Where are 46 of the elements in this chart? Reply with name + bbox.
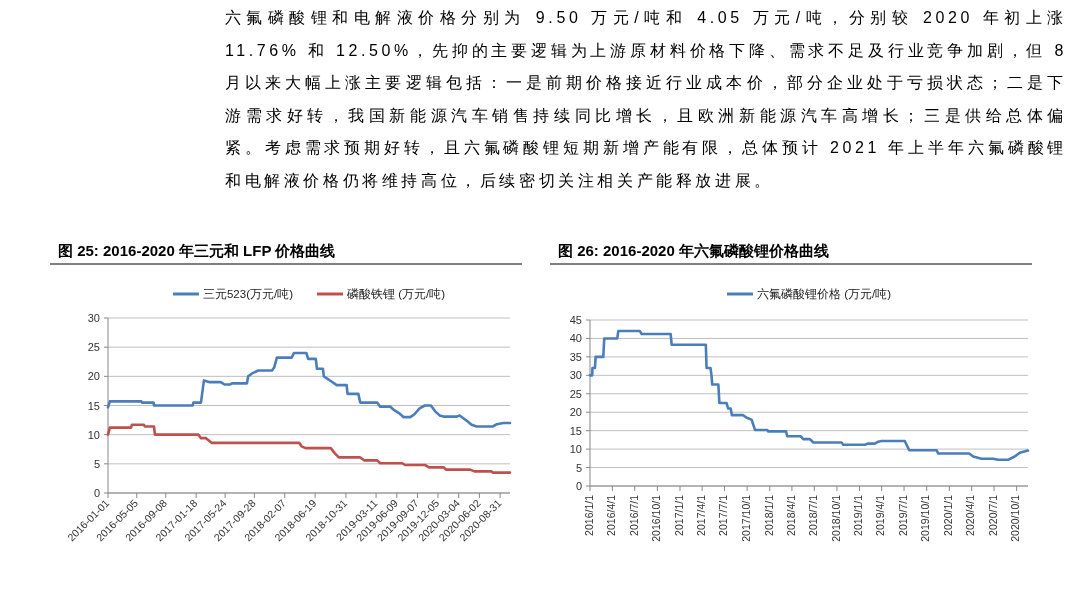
y-tick-label: 5 xyxy=(575,461,582,474)
line-series xyxy=(588,329,1030,462)
y-tick-label: 40 xyxy=(569,332,582,345)
x-tick-label: 2018/1/1 xyxy=(762,494,775,536)
legend-label: 磷酸铁锂 (万元/吨) xyxy=(345,288,446,300)
x-tick-label: 2020/10/1 xyxy=(1009,494,1022,542)
x-tick-label: 2020/7/1 xyxy=(986,494,999,536)
y-tick-label: 35 xyxy=(569,350,582,363)
x-tick-label: 2019/4/1 xyxy=(874,494,887,536)
x-tick-label: 2019/1/1 xyxy=(852,494,865,536)
x-tick-label: 2017/7/1 xyxy=(717,494,730,536)
x-tick-label: 2020/4/1 xyxy=(964,494,977,536)
x-tick-label: 2019/10/1 xyxy=(919,494,932,542)
y-tick-label: 25 xyxy=(569,387,582,400)
x-tick-label: 2019/7/1 xyxy=(896,494,909,536)
y-tick-label: 45 xyxy=(569,314,582,326)
line-series xyxy=(106,351,512,428)
line-series xyxy=(106,423,512,474)
y-tick-label: 20 xyxy=(569,406,582,419)
text: 六氟磷酸锂和电解液价格分别为 9.50 万元/吨和 4.05 万元/吨，分别较 2020 年初上涨 11.76% 和 12.50%，先抑的主要逻辑为上游原材料价格下降、需求不足及行业竞争加剧，但 8 月以来大幅上涨主要逻辑包括：一是前期价格接近行业成本价，部分企业处于亏损状态；二是下游需求好转，我国新能源汽车销售持续同比增长，且欧洲新能源汽车高增长；三是供给总体偏紧。考虑需求预期好转，且六氟磷酸锂短期新增产能有限，总体预计 2021 年上半年六氟磷酸锂和电解液价格仍将维持高位，后续密切关注相关产能释放进展。 xyxy=(225,8,1067,191)
x-tick-label: 2016/7/1 xyxy=(627,494,640,536)
legend-label: 三元523(万元/吨) xyxy=(202,288,294,300)
y-tick-label: 0 xyxy=(575,480,582,492)
x-tick-label: 2018/10/1 xyxy=(829,494,842,542)
x-tick-label: 2017/4/1 xyxy=(694,494,707,536)
chart-title: 图 25: 2016-2020 年三元和 LFP 价格曲线 xyxy=(58,242,336,259)
y-tick-label: 10 xyxy=(87,428,100,441)
y-tick-label: 30 xyxy=(87,312,100,324)
y-tick-label: 10 xyxy=(569,443,582,456)
x-tick-label: 2017/1/1 xyxy=(672,494,685,536)
y-tick-label: 5 xyxy=(93,457,100,470)
y-tick-label: 0 xyxy=(93,487,100,499)
y-tick-label: 30 xyxy=(569,369,582,382)
x-tick-label: 2016/10/1 xyxy=(650,494,663,542)
legend-label: 六氟磷酸锂价格 (万元/吨) xyxy=(756,287,892,300)
x-tick-label: 2016/1/1 xyxy=(582,494,595,536)
y-tick-label: 25 xyxy=(87,341,100,354)
x-tick-label: 2017/10/1 xyxy=(739,494,752,542)
y-tick-label: 15 xyxy=(569,424,582,437)
x-tick-label: 2016/4/1 xyxy=(605,494,618,536)
y-tick-label: 15 xyxy=(87,399,100,412)
chart-title: 图 26: 2016-2020 年六氟磷酸锂价格曲线 xyxy=(558,242,829,259)
y-tick-label: 20 xyxy=(87,370,100,383)
x-tick-label: 2020/1/1 xyxy=(942,494,955,536)
x-tick-label: 2018/7/1 xyxy=(807,494,820,536)
x-tick-label: 2018/4/1 xyxy=(784,494,797,536)
